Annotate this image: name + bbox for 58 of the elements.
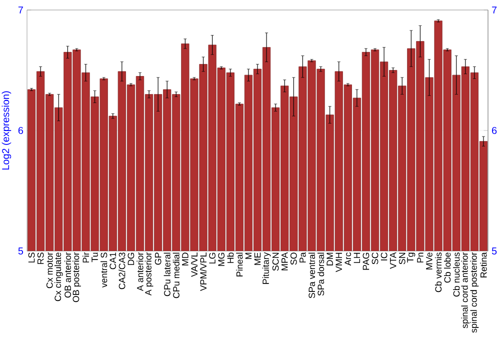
x-tick-label: Tu xyxy=(92,252,98,262)
x-tick-label: spinal cord anterior xyxy=(461,252,470,328)
x-tick-label: LS xyxy=(28,252,35,262)
x-tick-label: ventral S xyxy=(100,252,108,288)
x-tick-label: Cb lobe xyxy=(444,252,451,283)
x-tick-label: Cx motor xyxy=(46,252,53,288)
x-tick-label: MVe xyxy=(426,252,432,270)
y2-tick-label: 6 xyxy=(492,126,497,134)
y2-tick-label: 5 xyxy=(492,248,497,254)
x-tick-label: SPa dorsal xyxy=(317,252,324,296)
x-tick-label: CPu lateral xyxy=(164,252,170,296)
x-tick-label: M xyxy=(245,252,252,259)
x-tick-label: Hb xyxy=(227,252,234,263)
x-tick-label: Cx cingulate xyxy=(54,252,63,302)
y-tick-label: 5 xyxy=(18,248,24,254)
x-tick-label: MG xyxy=(218,252,225,266)
x-tick-label: Arc xyxy=(344,252,352,266)
x-tick-label: SCN xyxy=(272,252,279,271)
x-tick-label: ME xyxy=(254,252,261,265)
x-tick-label: VPM/VPL xyxy=(200,252,207,292)
y-tick-label: 7 xyxy=(18,6,23,14)
x-tick-label: RS xyxy=(37,252,44,264)
x-tick-label: CPu medial xyxy=(172,252,180,298)
x-tick-label: Cb vermis xyxy=(434,252,442,292)
x-tick-label: LH xyxy=(354,252,360,263)
x-tick-label: VMH xyxy=(336,252,342,272)
x-tick-label: MD xyxy=(182,252,188,266)
x-tick-label: CA1 xyxy=(110,252,116,270)
x-tick-label: Pineal xyxy=(236,252,243,276)
x-tick-label: OB anterior xyxy=(64,252,71,298)
y-tick-label: 6 xyxy=(18,126,24,134)
x-tick-label: LG xyxy=(209,252,216,264)
y2-tick-label: 7 xyxy=(492,6,497,14)
x-tick-label: Pir xyxy=(82,252,90,262)
x-tick-label: VTA xyxy=(390,252,396,269)
x-tick-label: spinal cord posterior xyxy=(470,252,479,333)
x-tick-label: Pa xyxy=(300,252,306,262)
x-tick-label: Tg xyxy=(407,252,416,262)
x-tick-label: DG xyxy=(128,252,134,265)
x-tick-label: SC xyxy=(372,252,378,264)
x-tick-label: SN xyxy=(398,252,406,264)
x-tick-label: SPa ventral xyxy=(308,252,316,298)
x-tick-label: Retina xyxy=(480,252,487,278)
x-tick-label: IC xyxy=(380,252,388,260)
x-tick-label: A anterior xyxy=(136,252,144,292)
x-tick-label: A posterior xyxy=(144,252,154,296)
x-tick-label: GP xyxy=(154,252,162,265)
x-tick-label: Pn xyxy=(417,252,424,262)
x-tick-label: PAG xyxy=(362,252,370,270)
x-tick-label: MPA xyxy=(282,252,288,270)
x-tick-label: CA2/CA3 xyxy=(118,252,126,290)
y-axis-title: Log2 (expression) xyxy=(2,91,12,170)
x-tick-label: Cb nucleus xyxy=(453,252,460,297)
x-tick-label: DM xyxy=(326,252,333,266)
x-tick-label: OB posterior xyxy=(72,252,81,302)
x-tick-label: VA/VL xyxy=(190,252,198,277)
x-tick-label: SO xyxy=(290,252,297,265)
x-tick-label: Pituitary xyxy=(262,252,271,284)
